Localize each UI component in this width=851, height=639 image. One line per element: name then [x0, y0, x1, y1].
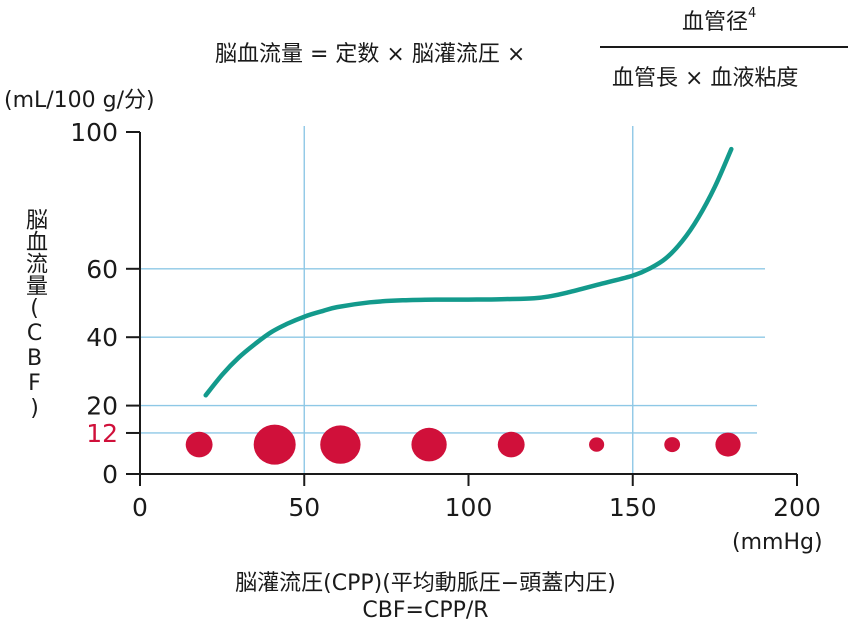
formula-numerator-exponent: 4: [748, 5, 757, 21]
formula-lhs: 脳血流量 = 定数 × 脳灌流圧 ×: [215, 42, 526, 67]
vessel-circle-3: [320, 425, 361, 464]
formula: 脳血流量 = 定数 × 脳灌流圧 × 血管径4 血管長 × 血液粘度: [0, 0, 851, 100]
x-axis-unit: (mmHg): [732, 530, 823, 555]
axes: [139, 132, 797, 475]
x-tick-label-0: 0: [132, 493, 148, 522]
vessel-circle-7: [664, 437, 681, 453]
y-tick-label-60: 60: [86, 255, 118, 284]
y-tick-label-12: 12: [86, 419, 118, 448]
vessel-markers: [185, 424, 741, 465]
x-axis-label: 脳灌流圧(CPP)(平均動脈圧−頭蓋内圧): [235, 571, 616, 596]
vessel-circle-6: [589, 437, 605, 452]
y-tick-label-20: 20: [86, 392, 118, 421]
y-axis-unit: (mL/100 g/分): [4, 88, 155, 113]
vessel-circle-8: [715, 432, 741, 457]
formula-fraction-bar: [600, 46, 848, 48]
x-axis-formula: CBF=CPP/R: [362, 598, 489, 623]
y-tick-label-0: 0: [102, 460, 118, 489]
vessel-circle-1: [185, 431, 213, 458]
formula-numerator-text: 血管径: [682, 10, 749, 35]
y-tick-label-100: 100: [70, 118, 118, 147]
x-tick-label-200: 200: [773, 493, 821, 522]
cbf-curve-line-1: [203, 146, 734, 398]
x-tick-label-150: 150: [609, 493, 657, 522]
vessel-circle-5: [497, 431, 525, 458]
series-group: [203, 146, 734, 398]
formula-numerator: 血管径4: [682, 4, 756, 36]
vessel-circle-4: [411, 427, 447, 462]
vessel-circle-2: [253, 424, 296, 465]
x-tick-label-50: 50: [288, 493, 320, 522]
formula-denominator: 血管長 × 血液粘度: [612, 66, 799, 91]
x-ticks: 0 50 100 150 200: [132, 474, 821, 522]
gridlines: [140, 126, 765, 474]
y-tick-label-40: 40: [86, 323, 118, 352]
x-tick-label-100: 100: [445, 493, 493, 522]
y-axis-label: 脳血流量(CBF): [22, 208, 47, 421]
